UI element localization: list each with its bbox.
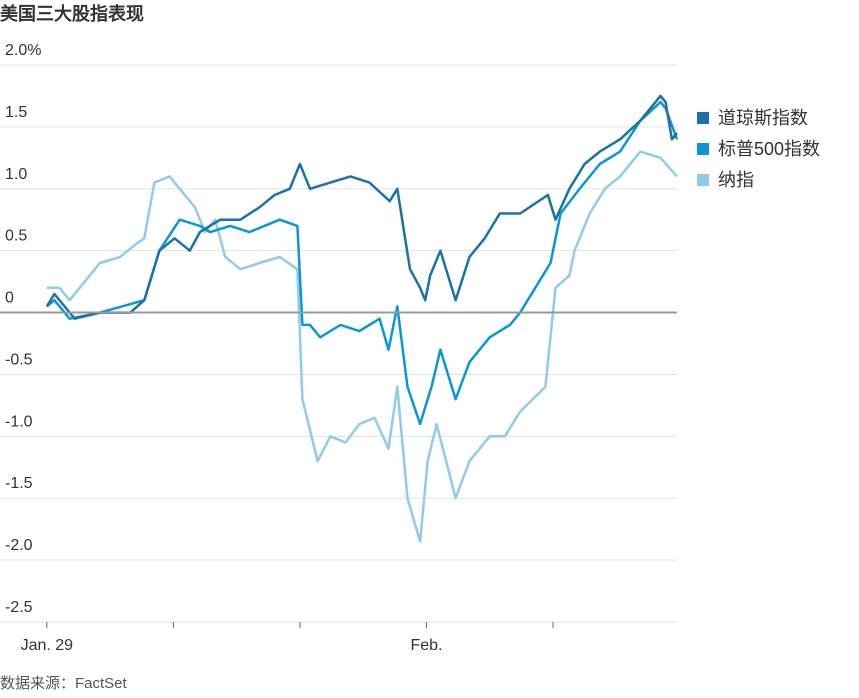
x-tick-label: Feb.	[410, 637, 442, 654]
y-tick-label: 0.5	[5, 228, 27, 245]
y-tick-label: -2.5	[5, 599, 33, 616]
y-tick-label: 1.5	[5, 104, 27, 121]
x-tick-label: Jan. 29	[21, 637, 74, 654]
source: 数据来源：FactSet	[0, 675, 128, 692]
legend-label: 纳指	[718, 170, 754, 190]
y-tick-label: 0	[5, 290, 14, 307]
chart-title: 美国三大股指表现	[0, 3, 144, 24]
legend-swatch	[697, 143, 709, 155]
line	[45, 94, 678, 320]
y-tick-label: 1.0	[5, 166, 27, 183]
y-tick-label: -2.0	[5, 537, 33, 554]
y-tick-label: -1.5	[5, 475, 33, 492]
legend-label: 道琼斯指数	[718, 108, 808, 128]
legend-swatch	[697, 174, 709, 186]
y-tick-label: -0.5	[5, 351, 33, 368]
legend-label: 标普500指数	[718, 139, 820, 159]
line	[46, 150, 678, 543]
legend-swatch	[697, 112, 709, 124]
y-tick-label: -1.0	[5, 413, 33, 430]
y-tick-label: 2.0%	[5, 42, 41, 59]
line	[46, 100, 679, 426]
